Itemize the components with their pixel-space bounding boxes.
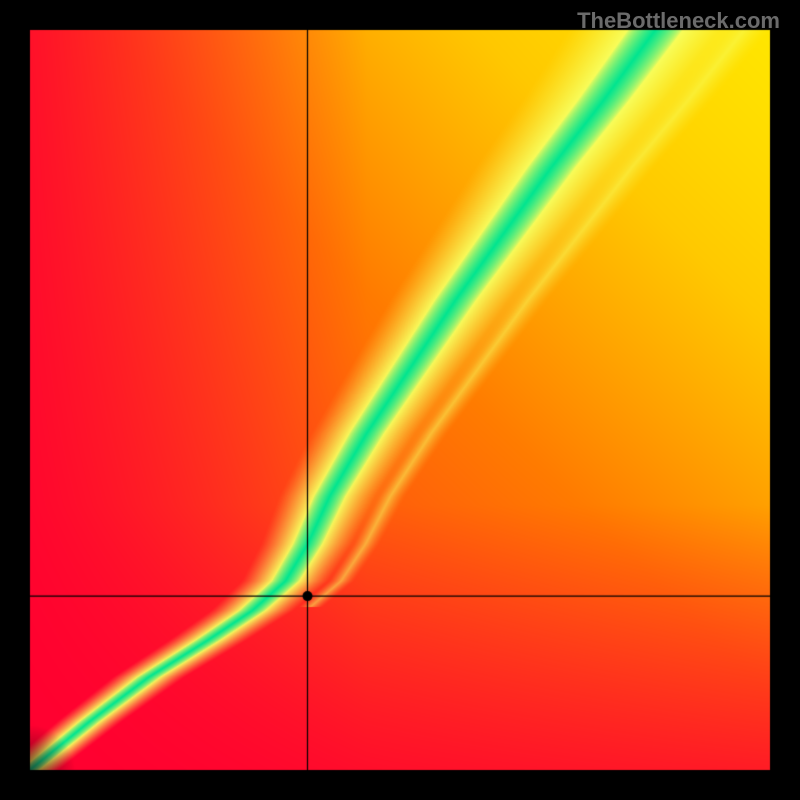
chart-container: TheBottleneck.com xyxy=(0,0,800,800)
heatmap-canvas xyxy=(0,0,800,800)
